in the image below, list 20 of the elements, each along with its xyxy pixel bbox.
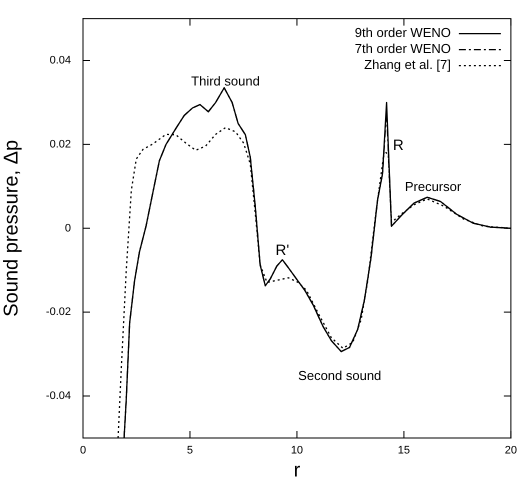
y-tick-label: 0 [64,222,71,234]
legend-label: Zhang et al. [7] [364,57,451,72]
y-tick-label: -0.02 [46,306,71,318]
y-axis-title: Sound pressure, Δp [0,140,23,317]
annotation: Second sound [298,368,382,383]
x-tick-label: 10 [290,444,304,457]
y-tick-label: -0.04 [46,390,71,402]
x-tick-label: 20 [504,444,518,457]
x-tick-label: 15 [398,444,410,457]
x-tick-label: 5 [186,444,194,457]
annotation: R' [276,242,290,260]
y-tick-label: 0.02 [50,138,71,150]
annotation: R [392,136,404,154]
y-tick-label: 0.04 [50,54,71,67]
annotation: Third sound [191,74,260,89]
x-tick-label: 0 [80,444,86,457]
annotation: Precursor [404,178,462,194]
legend-label: 9th order WENO [354,25,451,40]
legend-label: 7th order WENO [354,41,451,56]
x-axis-title: r [294,460,301,482]
